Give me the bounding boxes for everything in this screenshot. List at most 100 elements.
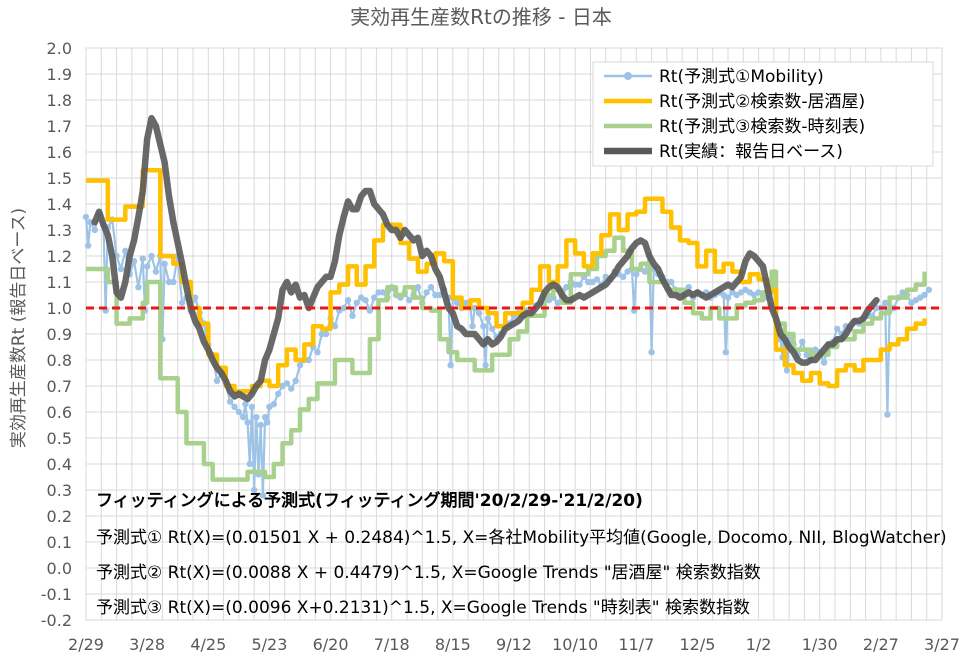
- series-group: [82, 114, 933, 499]
- mobility-point: [648, 349, 655, 356]
- y-tick-label: 1.0: [47, 299, 72, 318]
- mobility-point: [783, 367, 791, 374]
- mobility-point: [226, 398, 234, 405]
- mobility-point: [685, 284, 692, 291]
- mobility-point: [362, 297, 369, 304]
- x-tick-label: 11/7: [618, 635, 654, 654]
- mobility-point: [344, 297, 352, 304]
- x-tick-label: 3/27: [924, 635, 960, 654]
- y-tick-label: 1.3: [47, 221, 72, 240]
- x-tick-label: 5/23: [251, 635, 287, 654]
- mobility-point: [240, 414, 247, 421]
- mobility-point: [755, 289, 762, 296]
- mobility-point: [314, 349, 321, 356]
- legend-label-timetable: Rt(予測式③検索数-時刻表): [659, 117, 865, 137]
- mobility-point: [242, 401, 249, 408]
- mobility-point: [264, 419, 271, 426]
- mobility-point: [803, 351, 810, 358]
- mobility-point: [921, 291, 928, 299]
- legend-marker-mobility: [624, 72, 632, 80]
- x-tick-label: 8/15: [435, 635, 471, 654]
- mobility-point: [340, 304, 347, 312]
- mobility-point: [270, 401, 277, 408]
- mobility-point: [91, 226, 98, 234]
- mobility-point: [820, 359, 828, 366]
- y-tick-label: 0.0: [47, 559, 72, 578]
- mobility-point: [257, 421, 264, 429]
- mobility-point: [261, 414, 269, 421]
- mobility-point: [925, 286, 933, 293]
- y-tick-label: 0.4: [47, 455, 72, 474]
- mobility-point: [484, 315, 491, 322]
- x-tick-label: 10/10: [552, 635, 598, 654]
- y-tick-label: 1.6: [47, 143, 72, 162]
- y-tick-label: 0.9: [47, 325, 72, 344]
- mobility-point: [405, 297, 413, 304]
- mobility-point: [353, 299, 360, 306]
- x-tick-label: 12/5: [679, 635, 715, 654]
- legend: Rt(予測式①Mobility) Rt(予測式②検索数-居酒屋) Rt(予測式③…: [592, 61, 934, 167]
- y-tick-label: 0.7: [47, 377, 72, 396]
- mobility-point: [84, 242, 92, 249]
- mobility-point: [371, 294, 378, 301]
- mobility-point: [130, 258, 138, 265]
- mobility-point: [152, 268, 160, 275]
- mobility-point: [305, 356, 312, 364]
- mobility-point: [288, 385, 295, 392]
- x-tick-label: 2/29: [68, 635, 104, 654]
- x-tick-label: 4/25: [190, 635, 226, 654]
- annotation-formula-1: 予測式① Rt(X)=(0.01501 X + 0.2484)^1.5, X=各…: [96, 528, 947, 548]
- x-tick-labels: 2/29 3/28 4/25 5/23 6/20 7/18 8/15 9/12 10/10 11/…: [68, 635, 960, 654]
- mobility-point: [427, 284, 435, 291]
- y-tick-label: 1.2: [47, 247, 72, 266]
- mobility-point: [248, 403, 256, 410]
- mobility-point: [641, 268, 649, 275]
- mobility-point: [454, 299, 461, 306]
- mobility-point: [231, 403, 238, 410]
- y-tick-label: 1.5: [47, 169, 72, 188]
- legend-label-actual: Rt(実績：報告日ベース): [659, 142, 843, 162]
- mobility-point: [833, 325, 841, 332]
- mobility-point: [246, 460, 253, 468]
- y-tick-label: -0.1: [41, 585, 72, 604]
- y-tick-label: 2.0: [47, 39, 72, 58]
- legend-label-izakaya: Rt(予測式②検索数-居酒屋): [659, 92, 865, 112]
- mobility-point: [576, 281, 583, 288]
- series-line-timetable: [86, 235, 927, 482]
- mobility-point: [250, 486, 258, 494]
- mobility-point: [323, 330, 330, 338]
- mobility-point: [259, 492, 267, 499]
- mobility-point: [139, 255, 146, 262]
- mobility-point: [274, 390, 282, 397]
- annotation-formula-3: 予測式③ Rt(X)=(0.0096 X+0.2131)^1.5, X=Goog…: [96, 598, 750, 618]
- mobility-point: [563, 284, 570, 291]
- annotation-formula-2: 予測式② Rt(X)=(0.0088 X + 0.4479)^1.5, X=Go…: [96, 563, 761, 583]
- mobility-point: [724, 294, 732, 301]
- mobility-point: [191, 294, 199, 301]
- y-tick-label: 1.4: [47, 195, 72, 214]
- mobility-point: [668, 278, 675, 286]
- mobility-point: [296, 362, 304, 369]
- legend-label-mobility: Rt(予測式①Mobility): [659, 67, 824, 87]
- x-tick-label: 9/12: [496, 635, 532, 654]
- mobility-point: [482, 362, 489, 369]
- x-tick-label: 3/28: [129, 635, 165, 654]
- mobility-point: [82, 213, 90, 221]
- mobility-point: [488, 325, 496, 332]
- mobility-point: [148, 252, 155, 260]
- y-tick-label: 0.5: [47, 429, 72, 448]
- y-tick-label: 1.8: [47, 91, 72, 110]
- mobility-point: [135, 284, 142, 291]
- x-tick-label: 1/30: [802, 635, 838, 654]
- mobility-point: [469, 323, 476, 330]
- annotation-heading: フィッティングによる予測式(フィッティング期間'20/2/29-'21/2/20…: [96, 490, 643, 511]
- mobility-point: [331, 323, 339, 330]
- x-tick-label: 1/2: [746, 635, 772, 654]
- y-tick-label: 0.8: [47, 351, 72, 370]
- mobility-point: [170, 278, 177, 286]
- mobility-point: [480, 323, 487, 330]
- mobility-point: [462, 299, 470, 306]
- y-tick-label: 0.3: [47, 481, 72, 500]
- mobility-point: [379, 289, 387, 296]
